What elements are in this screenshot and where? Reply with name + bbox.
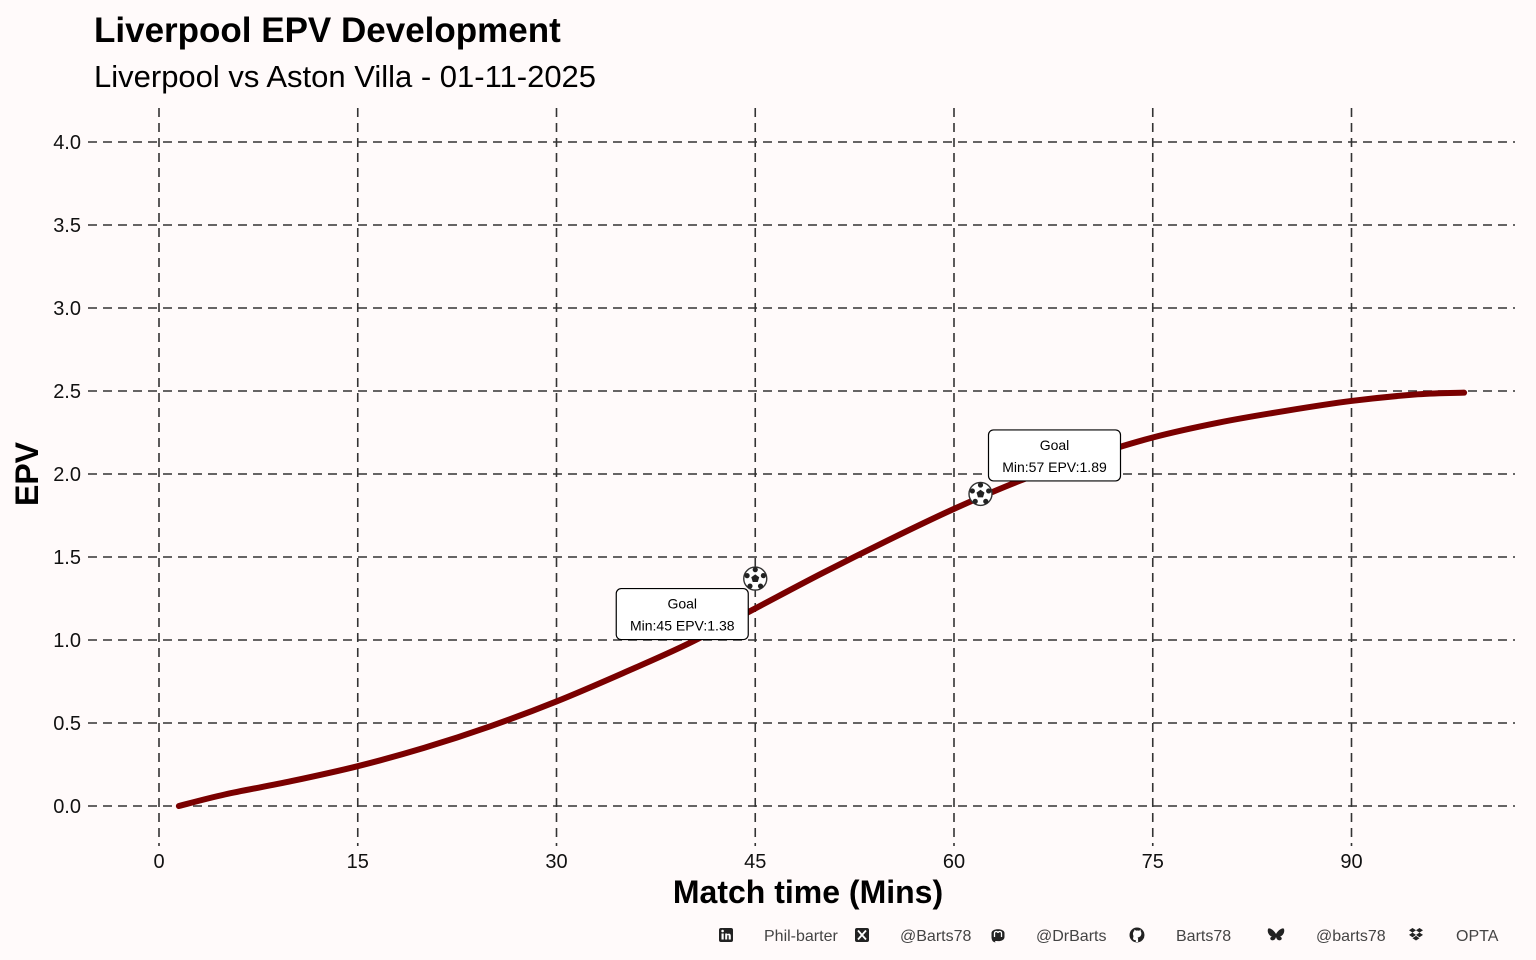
y-tick-label: 0.0 xyxy=(53,796,81,818)
annotation-box xyxy=(987,429,1122,482)
soccer-ball-icon xyxy=(743,566,768,591)
series-layer xyxy=(175,389,1468,809)
x-tick-label: 60 xyxy=(943,851,965,873)
x-tick-label: 30 xyxy=(545,851,567,873)
annotation-title: Goal xyxy=(667,596,697,612)
goal-annotation: Goal Min:57 EPV:1.89 xyxy=(987,429,1122,482)
footer-label: OPTA xyxy=(1456,928,1499,945)
y-tick-label: 4.0 xyxy=(53,132,81,154)
y-tick-label: 0.5 xyxy=(53,713,81,735)
y-tick-label: 1.0 xyxy=(53,630,81,652)
tick-labels: 0.0 0.5 1.0 1.5 2.0 2.5 3.0 3.5 4.0 0 15 30 45 60 75 90 xyxy=(53,132,1362,873)
bluesky-icon xyxy=(1267,928,1285,941)
footer-label: @DrBarts xyxy=(1036,928,1106,945)
x-tick-label: 15 xyxy=(347,851,369,873)
grid xyxy=(88,108,1515,846)
mastodon-icon xyxy=(991,929,1005,943)
footer-label: Phil-barter xyxy=(764,928,838,945)
y-tick-label: 3.0 xyxy=(53,298,81,320)
annotation-title: Goal xyxy=(1040,437,1070,453)
y-tick-label: 1.5 xyxy=(53,547,81,569)
y-tick-label: 2.5 xyxy=(53,381,81,403)
y-tick-label: 3.5 xyxy=(53,215,81,237)
linkedin-icon xyxy=(719,928,733,942)
footer-credits: Phil-barter @Barts78 @DrBarts Barts78 @barts… xyxy=(719,927,1499,945)
chart-title: Liverpool EPV Development xyxy=(94,11,561,50)
x-tick-label: 75 xyxy=(1142,851,1164,873)
footer-label: @Barts78 xyxy=(900,928,971,945)
dropbox-icon xyxy=(1409,928,1423,941)
goal-annotation: Goal Min:45 EPV:1.38 xyxy=(615,587,749,641)
chart-subtitle: Liverpool vs Aston Villa - 01-11-2025 xyxy=(94,59,596,94)
x-tick-label: 0 xyxy=(153,851,164,873)
x-axis-title: Match time (Mins) xyxy=(673,874,943,910)
annotation-detail: Min:45 EPV:1.38 xyxy=(630,618,735,634)
x-tick-label: 90 xyxy=(1340,851,1362,873)
x-tick-label: 45 xyxy=(744,851,766,873)
annotation-box xyxy=(615,587,749,641)
soccer-ball-icon xyxy=(968,481,993,507)
epv-series-line xyxy=(175,389,1468,809)
github-icon xyxy=(1129,927,1145,943)
annotation-detail: Min:57 EPV:1.89 xyxy=(1002,459,1107,475)
y-axis-title: EPV xyxy=(9,441,45,506)
footer-label: @barts78 xyxy=(1316,928,1386,945)
y-tick-label: 2.0 xyxy=(53,464,81,486)
footer-label: Barts78 xyxy=(1176,928,1231,945)
annotations: Goal Min:45 EPV:1.38 Goal Min:57 EPV:1.89 xyxy=(615,429,1122,641)
x-icon xyxy=(855,928,869,942)
